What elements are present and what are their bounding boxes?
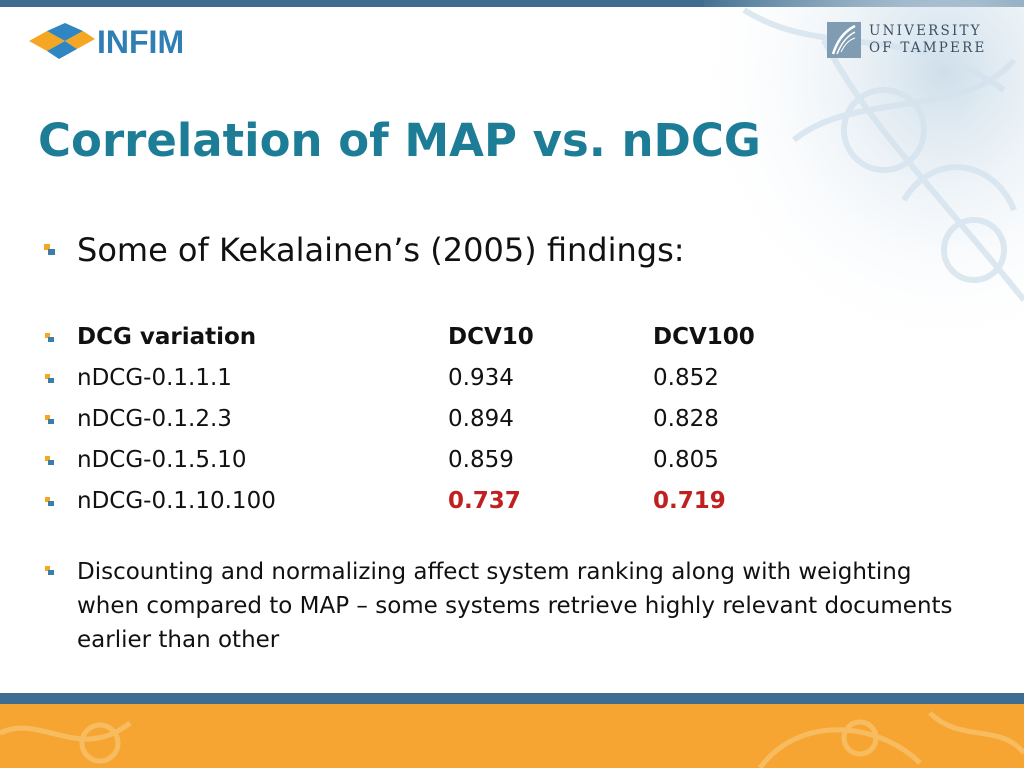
university-of-tampere-emblem-icon bbox=[827, 22, 861, 58]
slide-title: Correlation of MAP vs. nDCG bbox=[38, 114, 761, 167]
table-cell-highlighted: 0.719 bbox=[653, 488, 726, 514]
square-bullet-icon bbox=[45, 415, 54, 424]
table-cell: nDCG-0.1.1.1 bbox=[77, 365, 232, 391]
table-cell: 0.828 bbox=[653, 406, 719, 432]
table-cell: 0.859 bbox=[448, 447, 514, 473]
table-row: nDCG-0.1.5.10 0.859 0.805 bbox=[0, 445, 1024, 475]
square-bullet-icon bbox=[44, 244, 56, 256]
table-cell: 0.805 bbox=[653, 447, 719, 473]
infim-logo: INFIM bbox=[25, 19, 207, 61]
square-bullet-icon bbox=[45, 497, 54, 506]
table-row: nDCG-0.1.1.1 0.934 0.852 bbox=[0, 363, 1024, 393]
square-bullet-icon bbox=[45, 456, 54, 465]
table-header-cell: DCG variation bbox=[77, 324, 257, 350]
conclusion-paragraph: Discounting and normalizing affect syste… bbox=[77, 559, 953, 653]
table-row: nDCG-0.1.10.100 0.737 0.719 bbox=[0, 486, 1024, 516]
footer-decorative-band bbox=[0, 693, 1024, 768]
top-accent-bar bbox=[0, 0, 1024, 7]
table-header-row: DCG variation DCV10 DCV100 bbox=[0, 322, 1024, 352]
university-of-tampere-logo: UNIVERSITY OF TAMPERE bbox=[827, 20, 987, 60]
table-cell: 0.934 bbox=[448, 365, 514, 391]
table-row: nDCG-0.1.2.3 0.894 0.828 bbox=[0, 404, 1024, 434]
table-cell: 0.894 bbox=[448, 406, 514, 432]
table-cell-highlighted: 0.737 bbox=[448, 488, 521, 514]
square-bullet-icon bbox=[45, 374, 54, 383]
table-cell: nDCG-0.1.10.100 bbox=[77, 488, 276, 514]
square-bullet-icon bbox=[45, 566, 54, 575]
lead-bullet-text: Some of Kekalainen’s (2005) findings: bbox=[77, 231, 685, 269]
table-header-cell: DCV10 bbox=[448, 324, 534, 350]
table-cell: nDCG-0.1.5.10 bbox=[77, 447, 247, 473]
university-logo-line2: OF TAMPERE bbox=[869, 40, 987, 56]
infim-logo-text: INFIM bbox=[97, 24, 184, 60]
table-header-cell: DCV100 bbox=[653, 324, 755, 350]
university-logo-line1: UNIVERSITY bbox=[869, 23, 982, 39]
table-cell: nDCG-0.1.2.3 bbox=[77, 406, 232, 432]
square-bullet-icon bbox=[45, 333, 54, 342]
table-cell: 0.852 bbox=[653, 365, 719, 391]
